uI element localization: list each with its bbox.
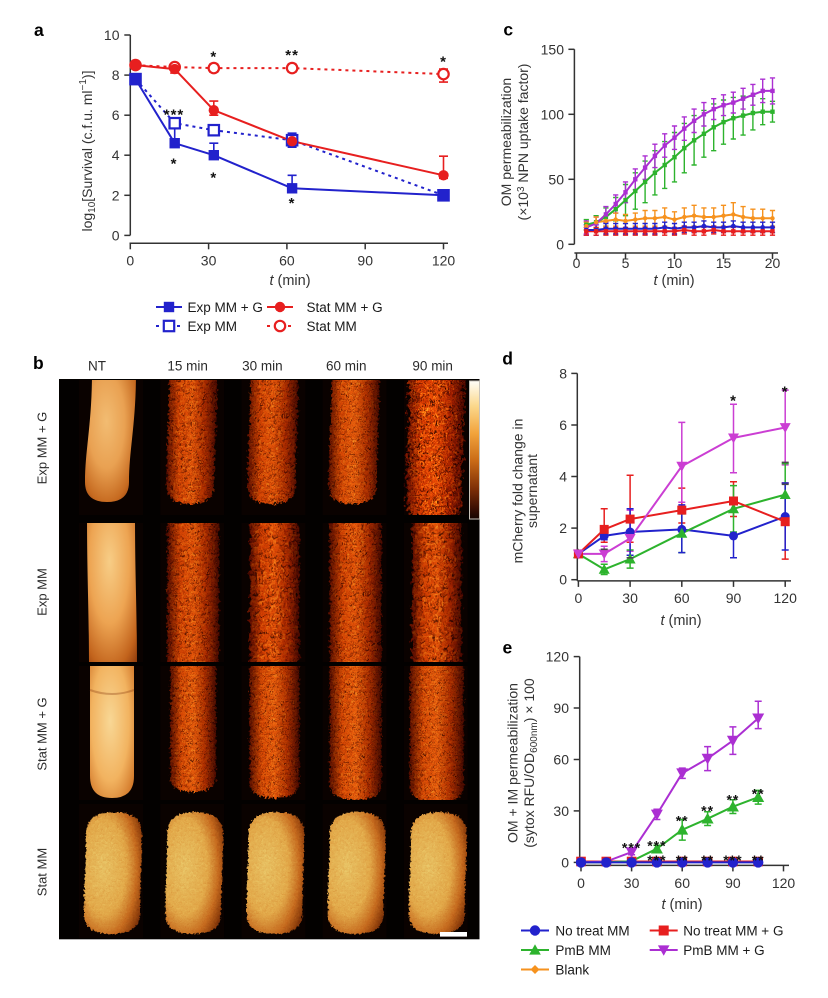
svg-text:10: 10 bbox=[667, 255, 683, 271]
svg-text:30: 30 bbox=[624, 875, 640, 891]
svg-text:30: 30 bbox=[553, 803, 569, 819]
svg-text:t (min): t (min) bbox=[269, 273, 310, 289]
svg-text:90 min: 90 min bbox=[412, 359, 453, 374]
svg-text:*: * bbox=[289, 195, 296, 212]
svg-text:**: ** bbox=[701, 852, 714, 868]
svg-text:t (min): t (min) bbox=[661, 897, 702, 913]
svg-text:120: 120 bbox=[774, 590, 798, 606]
svg-text:Stat MM: Stat MM bbox=[35, 848, 50, 896]
svg-text:*: * bbox=[210, 49, 217, 66]
svg-text:**: ** bbox=[285, 47, 299, 64]
svg-text:**: ** bbox=[701, 803, 714, 819]
svg-text:Blank: Blank bbox=[555, 963, 589, 978]
svg-text:0: 0 bbox=[559, 572, 567, 588]
svg-text:5: 5 bbox=[622, 255, 630, 271]
svg-text:d: d bbox=[502, 349, 513, 369]
svg-text:***: *** bbox=[647, 852, 666, 868]
svg-text:Stat MM + G: Stat MM + G bbox=[35, 697, 50, 770]
svg-text:***: *** bbox=[647, 838, 666, 854]
svg-text:50: 50 bbox=[548, 171, 564, 187]
svg-text:0: 0 bbox=[575, 590, 583, 606]
svg-text:2: 2 bbox=[112, 187, 120, 203]
svg-text:*: * bbox=[210, 170, 217, 187]
svg-text:supernatant: supernatant bbox=[524, 454, 540, 528]
svg-text:log10[Survival (c.f.u. ml−1)]: log10[Survival (c.f.u. ml−1)] bbox=[78, 70, 98, 231]
svg-text:**: ** bbox=[676, 852, 689, 868]
svg-text:6: 6 bbox=[112, 107, 120, 123]
svg-text:8: 8 bbox=[559, 365, 567, 381]
svg-text:90: 90 bbox=[357, 253, 373, 269]
svg-text:4: 4 bbox=[559, 469, 567, 485]
svg-text:**: ** bbox=[752, 852, 765, 868]
svg-text:**: ** bbox=[752, 786, 765, 802]
svg-text:mCherry fold change in: mCherry fold change in bbox=[510, 419, 526, 564]
svg-text:8: 8 bbox=[112, 67, 120, 83]
svg-text:0: 0 bbox=[577, 875, 585, 891]
svg-text:Stat MM + G: Stat MM + G bbox=[307, 300, 383, 315]
svg-text:*: * bbox=[171, 156, 178, 173]
svg-text:30: 30 bbox=[201, 253, 217, 269]
svg-text:OM + IM permeabilization: OM + IM permeabilization bbox=[505, 683, 521, 843]
svg-text:30 min: 30 min bbox=[242, 359, 283, 374]
svg-text:90: 90 bbox=[553, 700, 569, 716]
svg-text:Exp MM + G: Exp MM + G bbox=[35, 412, 50, 485]
svg-text:0: 0 bbox=[112, 227, 120, 243]
svg-text:90: 90 bbox=[726, 590, 742, 606]
svg-text:2: 2 bbox=[559, 520, 567, 536]
svg-text:0: 0 bbox=[556, 236, 564, 252]
svg-text:120: 120 bbox=[772, 875, 796, 891]
svg-text:Stat MM: Stat MM bbox=[307, 319, 357, 334]
svg-text:15: 15 bbox=[716, 255, 732, 271]
svg-text:No treat MM: No treat MM bbox=[555, 924, 629, 939]
svg-text:60: 60 bbox=[674, 590, 690, 606]
svg-text:c: c bbox=[503, 19, 513, 39]
svg-text:***: *** bbox=[164, 107, 185, 124]
svg-text:60 min: 60 min bbox=[326, 359, 367, 374]
svg-text:150: 150 bbox=[541, 41, 565, 57]
svg-text:0: 0 bbox=[126, 253, 134, 269]
svg-text:30: 30 bbox=[622, 590, 638, 606]
svg-text:100: 100 bbox=[541, 106, 565, 122]
svg-text:120: 120 bbox=[546, 649, 570, 665]
svg-text:(×103 NPN uptake factor): (×103 NPN uptake factor) bbox=[515, 64, 531, 221]
svg-text:0: 0 bbox=[561, 854, 569, 870]
svg-text:20: 20 bbox=[765, 255, 781, 271]
svg-text:b: b bbox=[33, 353, 44, 373]
svg-text:(sytox RFU/OD600nm) × 100: (sytox RFU/OD600nm) × 100 bbox=[521, 678, 540, 848]
svg-text:Exp MM + G: Exp MM + G bbox=[188, 300, 263, 315]
svg-text:60: 60 bbox=[674, 875, 690, 891]
svg-text:60: 60 bbox=[553, 752, 569, 768]
svg-text:**: ** bbox=[726, 792, 739, 808]
svg-text:e: e bbox=[503, 638, 513, 658]
svg-text:120: 120 bbox=[432, 253, 456, 269]
svg-text:OM permeabilization: OM permeabilization bbox=[498, 78, 514, 206]
svg-text:6: 6 bbox=[559, 417, 567, 433]
svg-text:NT: NT bbox=[88, 359, 106, 374]
svg-text:t (min): t (min) bbox=[653, 273, 694, 289]
svg-text:***: *** bbox=[723, 852, 742, 868]
svg-text:a: a bbox=[34, 20, 44, 40]
svg-text:Exp MM: Exp MM bbox=[35, 568, 50, 616]
svg-text:60: 60 bbox=[279, 253, 295, 269]
svg-text:PmB MM: PmB MM bbox=[555, 943, 611, 958]
svg-text:10: 10 bbox=[104, 27, 120, 43]
svg-text:t (min): t (min) bbox=[660, 613, 701, 629]
svg-text:*: * bbox=[730, 393, 737, 410]
svg-text:***: *** bbox=[622, 840, 641, 856]
svg-text:90: 90 bbox=[725, 875, 741, 891]
svg-text:*: * bbox=[782, 384, 789, 401]
svg-text:0: 0 bbox=[573, 255, 581, 271]
svg-text:**: ** bbox=[676, 813, 689, 829]
svg-text:Exp MM: Exp MM bbox=[188, 319, 238, 334]
svg-text:15 min: 15 min bbox=[167, 359, 208, 374]
svg-text:4: 4 bbox=[112, 147, 120, 163]
svg-text:No treat MM + G: No treat MM + G bbox=[683, 924, 783, 939]
svg-text:PmB MM + G: PmB MM + G bbox=[683, 943, 764, 958]
svg-text:*: * bbox=[440, 54, 447, 71]
